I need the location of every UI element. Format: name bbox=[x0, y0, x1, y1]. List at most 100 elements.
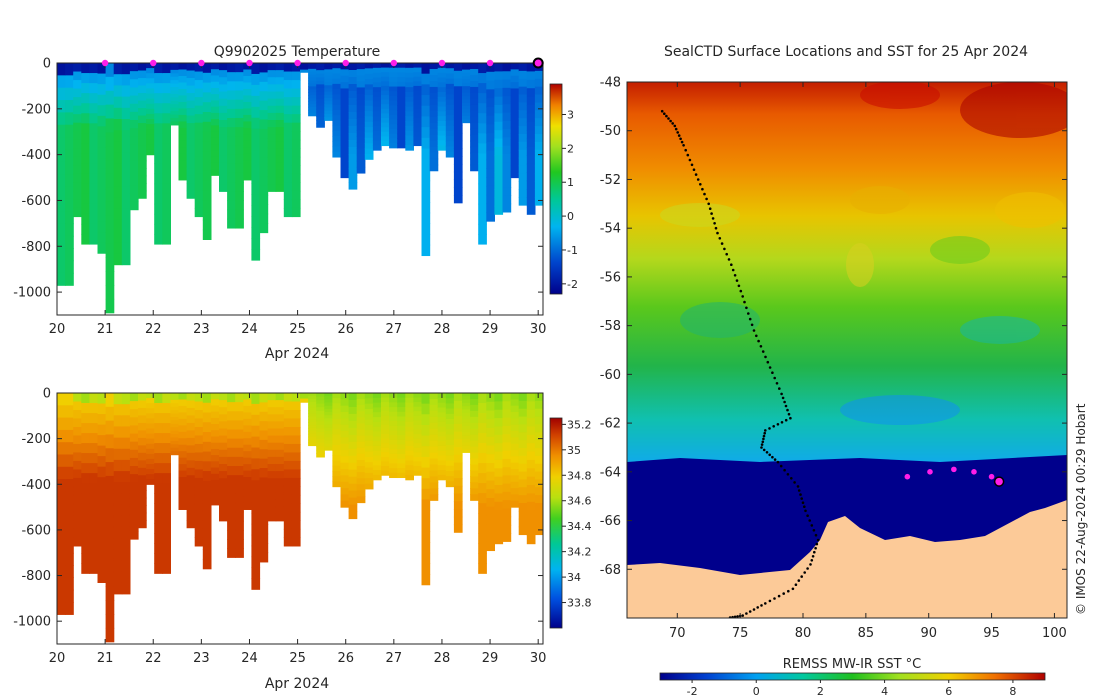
seal-track-dot bbox=[716, 231, 719, 235]
temp-profile-cell bbox=[429, 164, 439, 172]
temp-profile-cell bbox=[510, 113, 520, 121]
temp-profile-cell bbox=[194, 114, 204, 124]
sal-profile-cell bbox=[186, 490, 196, 499]
sal-profile-cell bbox=[372, 470, 382, 476]
temp-profile-cell bbox=[186, 123, 196, 132]
sal-profile-cell bbox=[308, 427, 317, 432]
sal-profile-cell bbox=[405, 402, 414, 409]
sal-profile-cell bbox=[348, 427, 358, 436]
salinity-x-label: Apr 2024 bbox=[265, 676, 329, 692]
map-x-tick-label: 75 bbox=[732, 626, 749, 641]
seal-track-dot bbox=[731, 268, 735, 272]
sal-profile-cell bbox=[73, 426, 82, 437]
temp-profile-cell bbox=[340, 113, 350, 121]
sal-profile-cell bbox=[113, 504, 123, 517]
sal-profile-cell bbox=[348, 504, 358, 513]
sal-profile-cell bbox=[219, 414, 228, 422]
sal-profile-cell bbox=[251, 545, 261, 558]
sal-y-tick-label: -400 bbox=[21, 478, 51, 493]
sal-profile-cell bbox=[105, 531, 115, 546]
temp-profile-cell bbox=[413, 140, 423, 147]
sal-profile-cell bbox=[437, 450, 447, 457]
sal-profile-cell bbox=[154, 493, 163, 504]
temp-profile-cell bbox=[259, 166, 269, 177]
temp-profile-cell bbox=[324, 98, 333, 102]
sal-profile-cell bbox=[210, 417, 220, 425]
sal-profile-cell bbox=[202, 393, 212, 404]
temp-profile-cell bbox=[413, 85, 423, 92]
sal-profile-cell bbox=[356, 423, 366, 431]
temp-profile-cell bbox=[518, 110, 528, 119]
temp-profile-cell bbox=[356, 160, 366, 168]
temp-profile-cell bbox=[251, 73, 261, 86]
sal-profile-cell bbox=[510, 450, 520, 457]
temp-profile-cell bbox=[340, 158, 350, 166]
temp-profile-cell bbox=[154, 173, 163, 185]
sal-profile-cell bbox=[453, 431, 463, 440]
seal-track-dot bbox=[773, 376, 776, 380]
sal-profile-cell bbox=[178, 425, 188, 433]
temp-profile-cell bbox=[478, 103, 487, 114]
temperature-current-marker bbox=[532, 57, 544, 69]
sal-profile-cell bbox=[364, 462, 374, 469]
sal-profile-cell bbox=[324, 412, 333, 416]
temp-profile-cell bbox=[332, 141, 342, 148]
temp-profile-cell bbox=[194, 165, 204, 175]
seal-track-dot bbox=[720, 242, 724, 245]
temp-profile-cell bbox=[186, 70, 196, 79]
sal-profile-cell bbox=[462, 439, 471, 444]
temp-profile-cell bbox=[372, 101, 382, 108]
sal-profile-cell bbox=[73, 469, 82, 479]
sal-profile-cell bbox=[170, 437, 180, 442]
sal-profile-cell bbox=[283, 528, 293, 538]
temp-profile-cell bbox=[275, 177, 285, 185]
sal-profile-cell bbox=[308, 407, 317, 412]
sal-profile-cell bbox=[348, 434, 358, 443]
sal-profile-cell bbox=[356, 399, 366, 406]
temp-profile-cell bbox=[89, 113, 99, 124]
sal-profile-cell bbox=[227, 420, 236, 431]
temp-profile-cell bbox=[445, 120, 455, 127]
map-longitude-axis: 70 75 80 85 90 95 100 bbox=[669, 82, 1067, 641]
temp-profile-cell bbox=[332, 99, 342, 106]
sal-profile-cell bbox=[202, 529, 212, 541]
sal-profile-cell bbox=[510, 500, 520, 508]
temp-profile-cell bbox=[364, 63, 374, 69]
temp-profile-cell bbox=[105, 63, 115, 78]
sal-profile-cell bbox=[445, 444, 455, 451]
sal-profile-cell bbox=[421, 510, 431, 522]
sal-profile-cell bbox=[348, 420, 358, 429]
temp-profile-cell bbox=[243, 114, 252, 123]
temp-profile-cell bbox=[397, 95, 406, 102]
sal-profile-cell bbox=[186, 460, 196, 469]
sal-profile-cell bbox=[105, 434, 115, 449]
sal-profile-cell bbox=[389, 468, 398, 474]
sal-profile-cell bbox=[243, 470, 252, 478]
temp-profile-cell bbox=[154, 193, 163, 205]
temp-profile-cell bbox=[113, 152, 123, 165]
sal-profile-cell bbox=[364, 419, 374, 426]
sal-profile-cell bbox=[534, 479, 543, 488]
seal-track-dot bbox=[745, 612, 748, 615]
temp-profile-cell bbox=[73, 199, 82, 209]
temp-profile-cell bbox=[113, 186, 123, 198]
sal-profile-cell bbox=[421, 478, 431, 490]
temp-profile-cell bbox=[186, 145, 196, 154]
sal-profile-cell bbox=[267, 485, 277, 493]
temp-profile-cell bbox=[429, 86, 439, 94]
temp-profile-cell bbox=[243, 63, 252, 71]
temp-profile-cell bbox=[170, 87, 180, 92]
temp-profile-cell bbox=[283, 71, 293, 81]
temp-profile-cell bbox=[105, 298, 115, 314]
temp-profile-cell bbox=[219, 134, 228, 142]
sal-profile-cell bbox=[445, 403, 455, 410]
temp-profile-cell bbox=[178, 114, 188, 123]
temp-profile-cell bbox=[291, 173, 301, 183]
temp-profile-cell bbox=[97, 168, 107, 180]
temp-profile-cell bbox=[235, 108, 244, 119]
temp-profile-cell bbox=[170, 121, 180, 126]
temp-profile-cell bbox=[73, 156, 82, 166]
temp-profile-cell bbox=[227, 209, 236, 220]
temp-profile-cell bbox=[381, 81, 390, 87]
